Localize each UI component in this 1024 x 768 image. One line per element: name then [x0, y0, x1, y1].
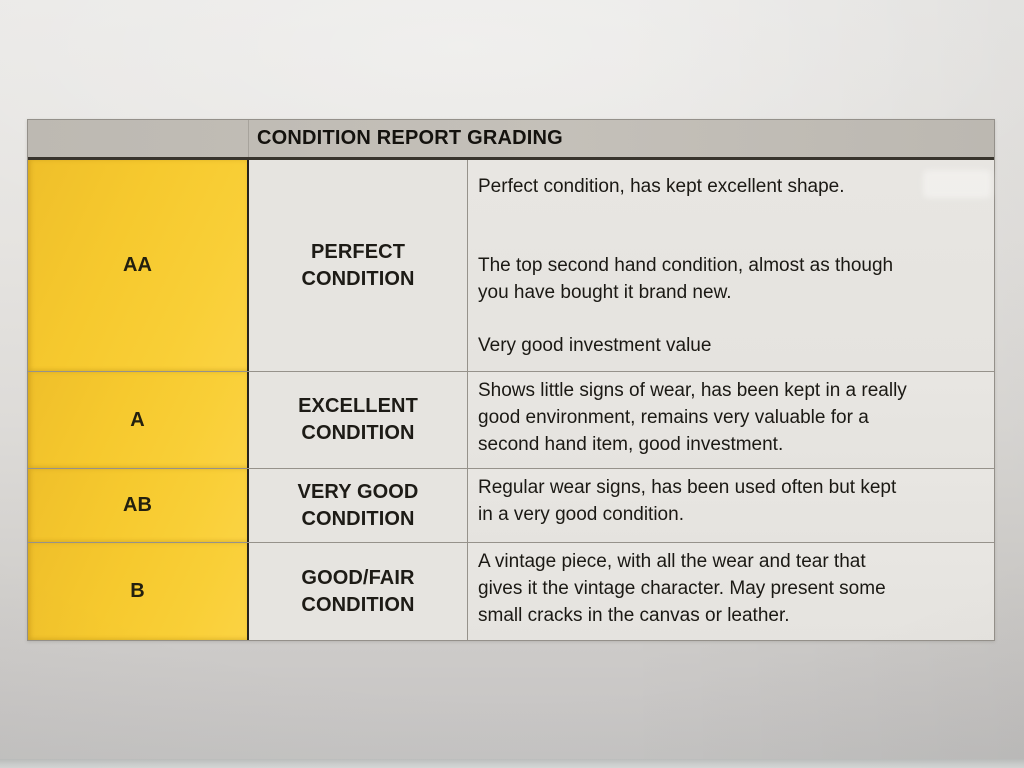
- grade-cell: B: [28, 543, 249, 640]
- grade-label: A: [130, 408, 145, 431]
- description-paragraph: Perfect condition, has kept excellent sh…: [478, 176, 845, 197]
- grade-cell: AB: [28, 469, 249, 542]
- grade-label: B: [130, 580, 145, 602]
- description-paragraph: Regular wear signs, has been used often …: [478, 477, 897, 525]
- desk-edge: [0, 759, 1024, 768]
- condition-description: Shows little signs of wear, has been kep…: [468, 372, 994, 468]
- condition-label: GOOD/FAIR CONDITION: [249, 543, 468, 640]
- table-row: AB VERY GOOD CONDITION Regular wear sign…: [28, 468, 994, 542]
- grading-table: CONDITION REPORT GRADING AA PERFECT COND…: [27, 119, 995, 641]
- condition-description: A vintage piece, with all the wear and t…: [468, 543, 994, 640]
- description-paragraph: Shows little signs of wear, has been kep…: [478, 380, 907, 455]
- table-row: AA PERFECT CONDITION Perfect condition, …: [28, 160, 994, 371]
- header-spacer-cell: [28, 120, 249, 157]
- condition-description: Perfect condition, has kept excellent sh…: [468, 160, 994, 371]
- description-paragraph: A vintage piece, with all the wear and t…: [478, 551, 886, 626]
- description-paragraph: The top second hand condition, almost as…: [478, 255, 894, 303]
- table-row: A EXCELLENT CONDITION Shows little signs…: [28, 371, 994, 468]
- condition-label: PERFECT CONDITION: [249, 160, 468, 371]
- grade-cell: A: [28, 372, 249, 468]
- condition-label: VERY GOOD CONDITION: [249, 469, 468, 542]
- whiteout-mark: [923, 170, 991, 198]
- condition-description: Regular wear signs, has been used often …: [468, 469, 994, 542]
- table-title: CONDITION REPORT GRADING: [257, 127, 563, 149]
- description-paragraph: Very good investment value: [478, 335, 712, 356]
- grade-label: AB: [123, 494, 152, 516]
- table-header: CONDITION REPORT GRADING: [28, 120, 994, 160]
- grade-cell: AA: [28, 160, 249, 371]
- grade-label: AA: [123, 254, 152, 276]
- table-row: B GOOD/FAIR CONDITION A vintage piece, w…: [28, 542, 994, 640]
- condition-label: EXCELLENT CONDITION: [249, 372, 468, 468]
